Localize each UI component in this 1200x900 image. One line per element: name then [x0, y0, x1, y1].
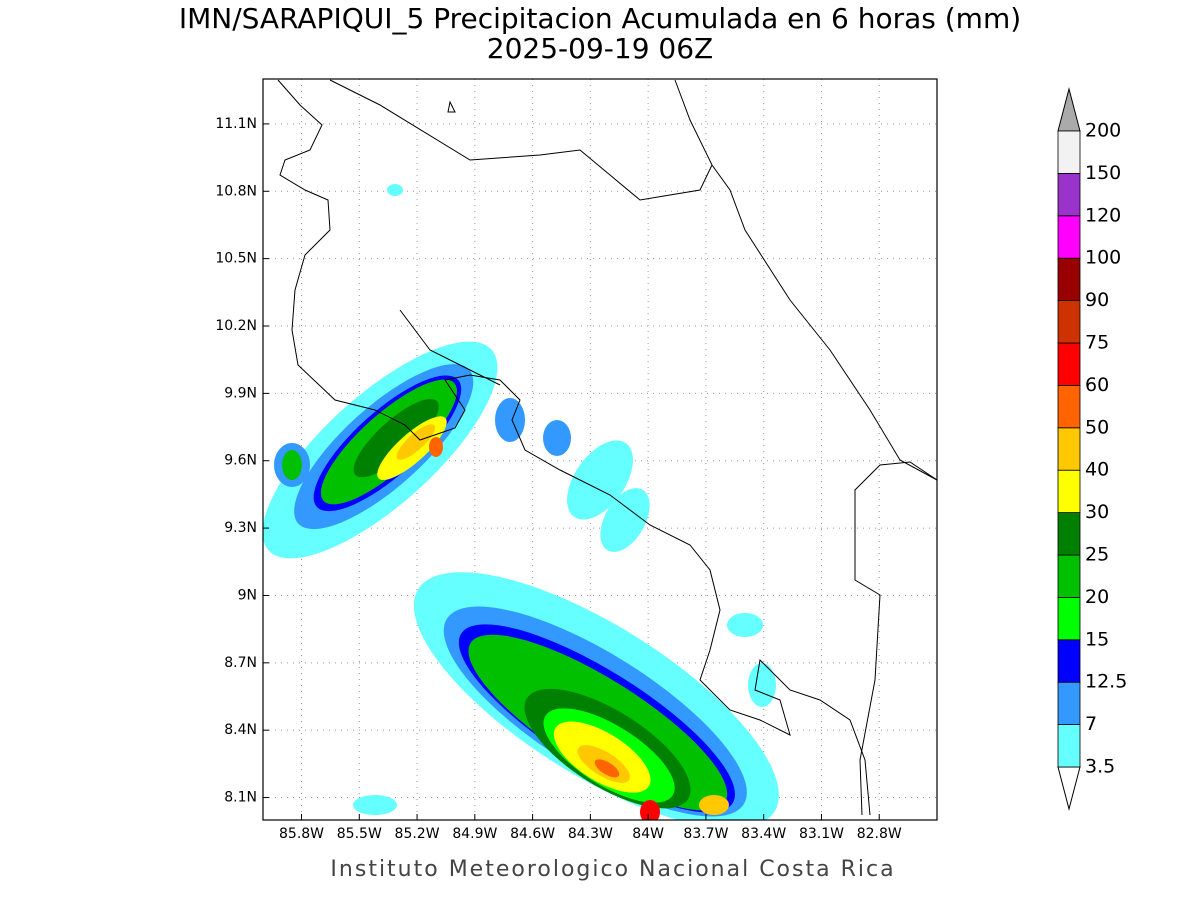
y-tick-label: 9.6N	[224, 453, 257, 469]
x-tick-label: 83.7W	[683, 826, 728, 842]
y-tick-label: 9.9N	[224, 385, 257, 401]
colorbar: 3.5 7 12.5 15 20 25 30 40 50 60 75 90 100 120 150 200	[1057, 87, 1127, 811]
colorbar-segment	[1057, 469, 1081, 514]
colorbar-label: 60	[1085, 374, 1109, 396]
y-tick-label: 10.8N	[215, 183, 257, 199]
colorbar-label: 100	[1085, 247, 1121, 269]
y-tick-label: 10.2N	[215, 318, 257, 334]
precip-field	[263, 79, 937, 820]
colorbar-label: 120	[1085, 204, 1121, 226]
colorbar-label: 3.5	[1085, 756, 1115, 778]
subtitle: 2025-09-19 06Z	[487, 32, 713, 65]
colorbar-segment	[1057, 427, 1081, 471]
colorbar-label: 200	[1085, 120, 1121, 142]
colorbar-segment	[1057, 257, 1081, 302]
y-tick-label: 9N	[238, 587, 257, 603]
colorbar-segment	[1057, 512, 1081, 556]
colorbar-label: 30	[1085, 501, 1109, 523]
colorbar-segment	[1057, 639, 1081, 683]
x-tick-label: 82.8W	[857, 826, 902, 842]
y-tick-label: 8.1N	[224, 790, 257, 806]
colorbar-segment	[1057, 597, 1081, 641]
colorbar-segment	[1057, 300, 1081, 344]
colorbar-segment	[1057, 342, 1081, 386]
colorbar-segment	[1057, 384, 1081, 429]
colorbar-label: 15	[1085, 628, 1109, 650]
colorbar-segment	[1057, 554, 1081, 598]
y-tick-label: 11.1N	[215, 116, 257, 132]
colorbar-segment	[1057, 172, 1081, 217]
colorbar-label: 75	[1085, 332, 1109, 354]
title: IMN/SARAPIQUI_5 Precipitacion Acumulada …	[179, 2, 1021, 35]
colorbar-under	[1057, 766, 1081, 811]
x-tick-label: 84.3W	[568, 826, 613, 842]
y-tick-label: 8.7N	[224, 655, 257, 671]
colorbar-label: 40	[1085, 459, 1109, 481]
y-tick-label: 9.3N	[224, 520, 257, 536]
x-tick-label: 84.6W	[510, 826, 555, 842]
footer: Instituto Meteorologico Nacional Costa R…	[330, 857, 895, 882]
colorbar-label: 20	[1085, 586, 1109, 608]
colorbar-segment	[1057, 130, 1081, 174]
colorbar-segment	[1057, 215, 1081, 259]
colorbar-over	[1057, 87, 1081, 132]
colorbar-label: 12.5	[1085, 671, 1127, 693]
x-tick-label: 84W	[632, 826, 664, 842]
x-tick-label: 85.8W	[279, 826, 324, 842]
colorbar-label: 50	[1085, 416, 1109, 438]
colorbar-label: 7	[1085, 713, 1097, 735]
y-tick-label: 8.4N	[224, 722, 257, 738]
colorbar-label: 150	[1085, 162, 1121, 184]
map-frame	[262, 78, 938, 821]
x-tick-label: 84.9W	[452, 826, 497, 842]
colorbar-label: 90	[1085, 289, 1109, 311]
x-tick-label: 85.2W	[395, 826, 440, 842]
x-tick-label: 85.5W	[337, 826, 382, 842]
x-tick-label: 83.4W	[741, 826, 786, 842]
y-tick-label: 10.5N	[215, 251, 257, 267]
colorbar-segment	[1057, 681, 1081, 726]
colorbar-segment	[1057, 724, 1081, 768]
colorbar-label: 25	[1085, 544, 1109, 566]
x-tick-label: 83.1W	[799, 826, 844, 842]
